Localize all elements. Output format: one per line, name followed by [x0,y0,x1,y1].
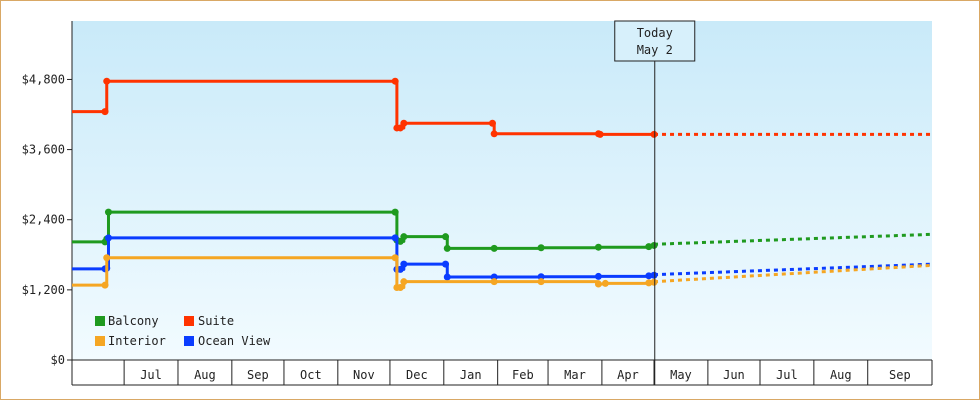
series-point-balcony[interactable] [490,244,498,252]
series-point-suite[interactable] [400,119,408,127]
today-label-date: May 2 [637,43,673,57]
series-point-interior[interactable] [650,278,658,286]
series-point-ocean-view[interactable] [650,271,658,279]
x-tick-label: Apr [617,368,639,382]
series-point-interior[interactable] [601,279,609,287]
x-tick-label: Sep [889,368,911,382]
series-point-suite[interactable] [488,119,496,127]
series-point-interior[interactable] [103,254,111,262]
x-tick-label: Jul [140,368,162,382]
series-point-ocean-view[interactable] [396,265,404,273]
x-tick-label: Feb [512,368,534,382]
series-point-balcony[interactable] [594,243,602,251]
series-point-ocean-view[interactable] [594,272,602,280]
legend-swatch-balcony [95,316,105,326]
legend-item-ocean-view[interactable]: Ocean View [184,334,271,348]
legend-item-suite[interactable]: Suite [184,314,234,328]
series-point-balcony[interactable] [443,244,451,252]
series-point-suite[interactable] [650,130,658,138]
y-tick-label: $0 [51,353,65,367]
legend-item-balcony[interactable]: Balcony [95,314,159,328]
plot-area [72,21,932,360]
series-point-suite[interactable] [391,77,399,85]
series-point-interior[interactable] [645,279,653,287]
x-tick-label: May [670,368,692,382]
today-label-title: Today [637,26,673,40]
y-tick-label: $2,400 [22,213,65,227]
x-axis: Jul Aug Sep Oct Nov Dec Jan Feb Mar Apr May Jun Jul A… [71,359,933,386]
legend-swatch-interior [95,336,105,346]
legend-label-ocean-view: Ocean View [198,334,271,348]
today-label-box [614,20,696,62]
legend-label-interior: Interior [108,334,166,348]
series-projection-ocean-view [653,262,933,277]
legend-label-suite: Suite [198,314,234,328]
series-point-balcony[interactable] [400,233,408,241]
series-point-balcony[interactable] [442,233,450,241]
series-line-interior [72,256,656,290]
series-point-ocean-view[interactable] [537,273,545,281]
today-marker: Today May 2 [614,20,696,385]
series-point-interior[interactable] [396,284,404,292]
series-projection-balcony [653,232,933,246]
x-tick-label: Aug [830,368,852,382]
series-point-balcony[interactable] [104,208,112,216]
series-point-suite[interactable] [103,77,111,85]
series-point-balcony[interactable] [650,241,658,249]
x-tick-label: Sep [247,368,269,382]
series-point-interior[interactable] [537,278,545,286]
series-point-balcony[interactable] [391,208,399,216]
y-tick-label: $1,200 [22,283,65,297]
legend-item-interior[interactable]: Interior [95,334,166,348]
legend-label-balcony: Balcony [108,314,159,328]
series-point-ocean-view[interactable] [645,272,653,280]
series-point-interior[interactable] [391,254,399,262]
series-point-ocean-view[interactable] [400,260,408,268]
series-point-interior[interactable] [490,278,498,286]
y-tick-label: $3,600 [22,143,65,157]
series-point-interior[interactable] [400,278,408,286]
series-point-suite[interactable] [490,130,498,138]
series-layer [72,77,933,292]
series-point-ocean-view[interactable] [391,234,399,242]
series-point-ocean-view[interactable] [104,234,112,242]
x-tick-label: Jul [776,368,798,382]
x-tick-label: Jun [723,368,745,382]
series-point-balcony[interactable] [537,244,545,252]
series-interior [72,254,933,292]
series-point-balcony[interactable] [645,243,653,251]
y-axis: $0 $1,200 $2,400 $3,600 $4,800 [22,21,73,385]
x-tick-label: Dec [406,368,428,382]
y-tick-label: $4,800 [22,72,65,86]
series-point-interior[interactable] [101,281,109,289]
series-projection-interior [653,263,933,284]
series-point-ocean-view[interactable] [443,273,451,281]
x-tick-label: Aug [194,368,216,382]
x-tick-label: Nov [353,368,375,382]
legend-swatch-ocean-view [184,336,194,346]
x-tick-label: Oct [300,368,322,382]
series-suite [72,77,932,138]
series-point-suite[interactable] [101,108,109,116]
series-point-suite[interactable] [596,130,604,138]
series-point-ocean-view[interactable] [442,260,450,268]
legend-swatch-suite [184,316,194,326]
x-tick-label: Jan [460,368,482,382]
series-point-interior[interactable] [594,280,602,288]
legend: Balcony Suite Interior Ocean View [95,314,271,348]
x-tick-label: Mar [564,368,586,382]
